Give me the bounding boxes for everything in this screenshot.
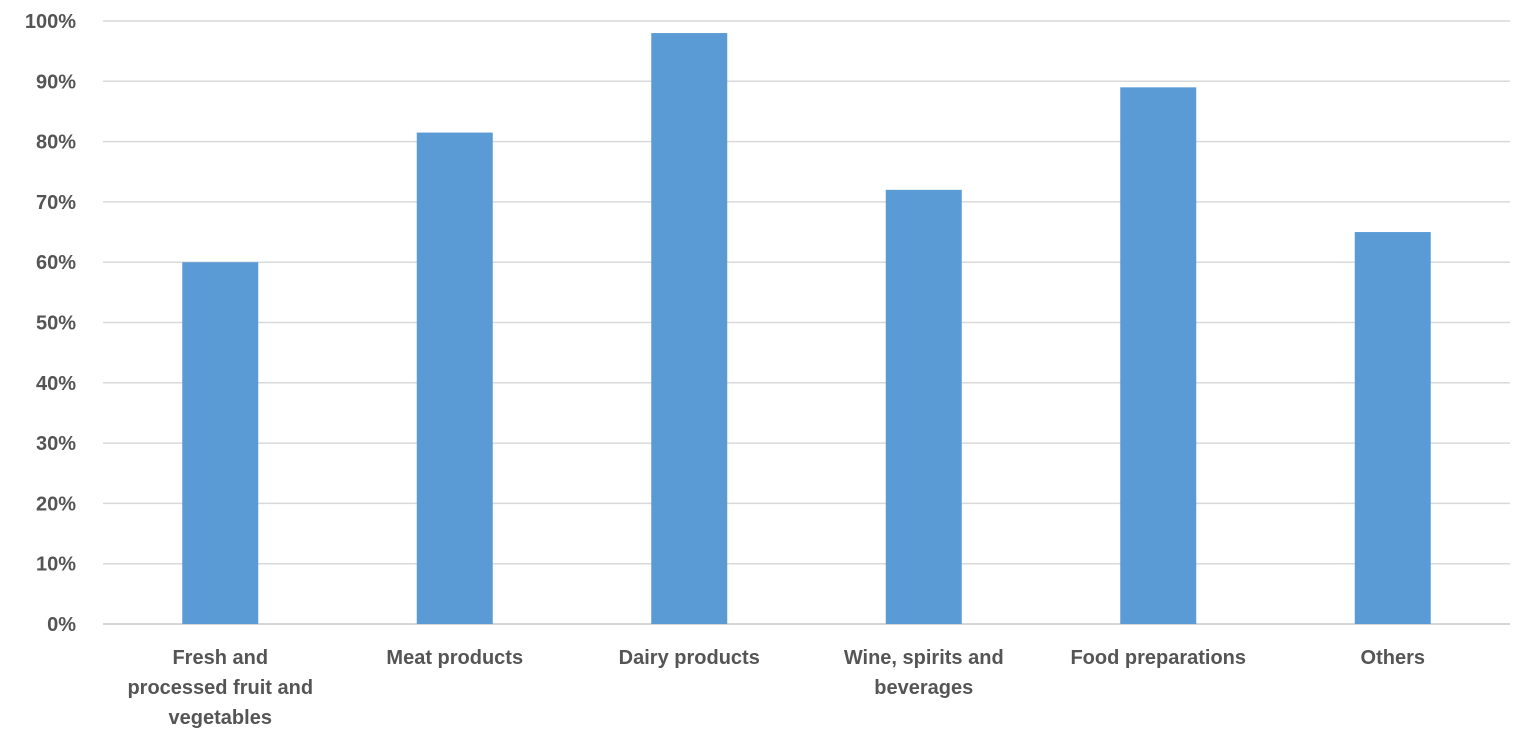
y-tick-label: 100% — [25, 11, 76, 33]
bars — [182, 33, 1431, 625]
gridlines — [103, 20, 1510, 625]
x-tick-label-line: Fresh and — [172, 647, 268, 669]
y-axis-ticks: 0% 10% 20% 30% 40% 50% 60% 70% 80% 90% 100% — [25, 11, 76, 636]
y-tick-label: 30% — [36, 433, 76, 455]
x-tick-label: Wine, spirits and beverages — [844, 647, 1004, 699]
x-tick-label: Fresh and processed fruit and vegetables — [127, 647, 313, 729]
y-tick-label: 0% — [47, 614, 76, 636]
x-tick-label-line: Wine, spirits and — [844, 647, 1004, 669]
bar — [1354, 232, 1431, 625]
x-tick-label-line: Food preparations — [1070, 647, 1246, 669]
y-tick-label: 20% — [36, 493, 76, 515]
bar — [182, 262, 259, 624]
bar — [651, 33, 728, 625]
x-tick-label: Food preparations — [1070, 647, 1246, 669]
x-tick-label: Dairy products — [619, 647, 760, 669]
bar — [885, 189, 962, 624]
y-tick-label: 90% — [36, 71, 76, 93]
x-tick-label-line: Others — [1361, 647, 1425, 669]
x-tick-label-line: vegetables — [169, 707, 272, 729]
y-tick-label: 50% — [36, 313, 76, 335]
x-tick-label: Others — [1361, 647, 1425, 669]
x-axis-ticks: Fresh and processed fruit and vegetables Me… — [127, 647, 1425, 729]
x-tick-label-line: Meat products — [386, 647, 523, 669]
y-tick-label: 40% — [36, 373, 76, 395]
x-tick-label-line: processed fruit and — [127, 677, 313, 699]
x-tick-label: Meat products — [386, 647, 523, 669]
y-tick-label: 80% — [36, 132, 76, 154]
bar — [1120, 87, 1197, 624]
y-tick-label: 70% — [36, 192, 76, 214]
x-tick-label-line: Dairy products — [619, 647, 760, 669]
x-tick-label-line: beverages — [874, 677, 973, 699]
y-tick-label: 10% — [36, 554, 76, 576]
y-tick-label: 60% — [36, 252, 76, 274]
bar — [416, 132, 493, 624]
